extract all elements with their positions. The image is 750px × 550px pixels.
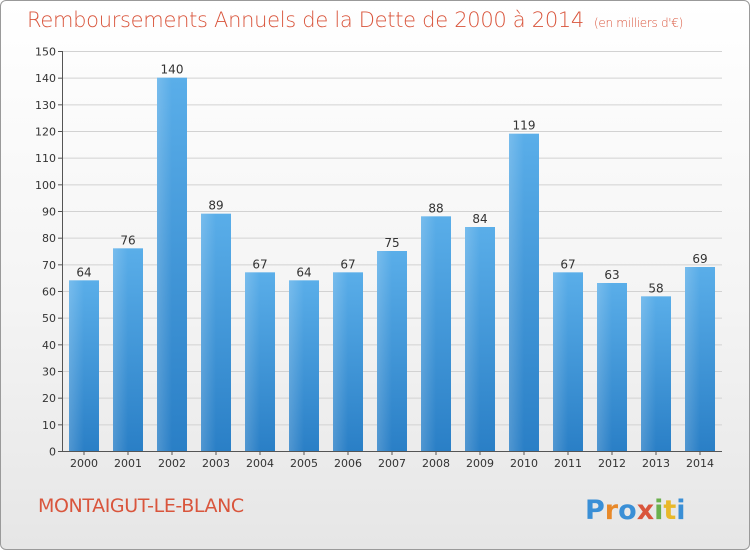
data-label: 119 [513,119,536,133]
bar-highlight [245,272,260,451]
y-tick-label: 90 [42,206,56,219]
bar-chart: 0 10 20 30 40 50 60 70 80 90 100 110 120 130 140 150 200… [35,46,722,470]
x-tick-label: 2003 [202,457,230,470]
bar-highlight [113,248,128,451]
y-tick-label: 100 [35,179,56,192]
data-label: 75 [384,236,399,250]
chart-title-text: Remboursements Annuels de la Dette de 20… [27,8,584,32]
y-tick-label: 110 [35,152,56,165]
data-label: 67 [340,257,355,271]
data-label: 58 [648,281,663,295]
bar-highlight [553,272,568,451]
x-tick-label: 2006 [334,457,362,470]
y-tick-label: 50 [42,312,56,325]
y-tick-label: 70 [42,259,56,272]
data-label: 89 [208,199,223,213]
data-label: 88 [428,201,443,215]
bar-highlight [421,216,436,451]
x-tick-label: 2010 [510,457,538,470]
y-tick-label: 0 [49,446,56,459]
bar-highlight [377,251,392,451]
proxiti-logo: Proxiti [585,495,686,526]
data-label: 76 [120,233,135,247]
chart-unit: (en milliers d'€) [594,16,684,30]
bar-highlight [333,272,348,451]
y-tick-label: 80 [42,232,56,245]
x-tick-label: 2011 [554,457,582,470]
y-tick-label: 130 [35,99,56,112]
y-tick-label: 30 [42,366,56,379]
bar-highlight [597,283,612,451]
y-tick-label: 20 [42,392,56,405]
x-tick-label: 2014 [686,457,714,470]
town-name: MONTAIGUT-LE-BLANC [38,495,244,517]
data-label: 140 [161,63,184,77]
axis-layer: 0 10 20 30 40 50 60 70 80 90 100 110 120 130 140 150 200… [35,46,722,470]
data-label: 64 [76,265,91,279]
bar-highlight [685,267,700,451]
bar-layer [69,77,715,452]
data-label: 84 [472,212,487,226]
bar-highlight [465,227,480,451]
bar-highlight [509,133,524,451]
x-tick-label: 2004 [246,457,274,470]
x-tick-label: 2000 [70,457,98,470]
x-tick-label: 2005 [290,457,318,470]
x-tick-label: 2007 [378,457,406,470]
y-tick-label: 150 [35,46,56,59]
data-label: 69 [692,252,707,266]
bar-highlight [289,280,304,451]
y-tick-label: 60 [42,286,56,299]
bar-highlight [641,296,656,451]
bar-highlight [201,213,216,451]
bar-highlight [69,280,84,451]
data-label: 63 [604,268,619,282]
x-tick-label: 2013 [642,457,670,470]
data-label: 67 [560,257,575,271]
y-tick-label: 120 [35,126,56,139]
bar-highlight [157,77,172,452]
x-tick-label: 2001 [114,457,142,470]
y-tick-label: 140 [35,72,56,85]
x-tick-label: 2008 [422,457,450,470]
x-tick-label: 2009 [466,457,494,470]
x-tick-label: 2002 [158,457,186,470]
chart-title: Remboursements Annuels de la Dette de 20… [27,8,683,32]
y-tick-label: 40 [42,339,56,352]
svg-text:Proxiti: Proxiti [585,495,686,526]
data-label: 64 [296,265,311,279]
data-label: 67 [252,257,267,271]
y-tick-label: 10 [42,419,56,432]
x-tick-label: 2012 [598,457,626,470]
label-layer: 64 76 140 89 67 64 67 75 88 84 119 67 63 58 69 [76,63,707,296]
